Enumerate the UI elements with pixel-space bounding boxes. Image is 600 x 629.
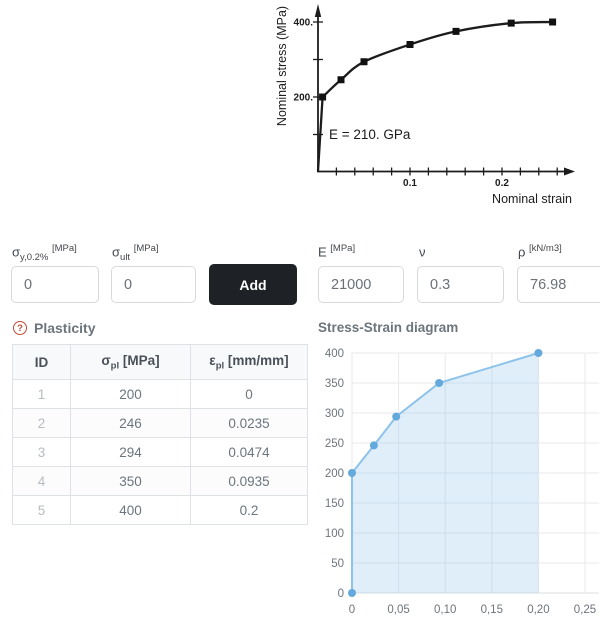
plasticity-cell-strain: 0 [190, 379, 308, 409]
plasticity-cell-stress: 400 [70, 495, 191, 525]
figure-xlabel: Nominal strain [492, 192, 572, 206]
plasticity-cell-id: 3 [12, 437, 71, 467]
help-icon[interactable]: ? [13, 321, 27, 335]
sigma-ult-label: σult [MPa] [112, 243, 159, 263]
plasticity-table: ID σpl [MPa] εpl [mm/mm] 1 200 0 2 246 0.0235 3 2… [12, 344, 308, 525]
plasticity-column-header: σpl [MPa] [70, 344, 191, 380]
chart-ytick-label: 200 [325, 468, 344, 480]
chart-xtick-label: 0,20 [527, 604, 549, 616]
chart-line [351, 352, 539, 593]
plasticity-cell-stress: 294 [70, 437, 191, 467]
chart-xtick-label: 0,25 [574, 604, 596, 616]
plasticity-column-header: ID [12, 344, 71, 380]
reference-figure-svg: Nominal stress (MPa) Nominal strain E = … [275, 4, 575, 206]
plasticity-table-row: 2 246 0.0235 [12, 408, 308, 438]
figure-ylabel: Nominal stress (MPa) [275, 6, 289, 126]
youngs-modulus-input[interactable] [318, 266, 404, 303]
plasticity-title: Plasticity [34, 320, 96, 336]
chart-point [435, 379, 444, 387]
figure-marker [337, 76, 345, 84]
chart-ytick-label: 350 [325, 378, 344, 390]
chart-point [534, 349, 543, 357]
plasticity-cell-id: 5 [12, 495, 71, 525]
plasticity-cell-id: 4 [12, 466, 71, 496]
poisson-ratio-input[interactable] [417, 266, 504, 303]
density-label: ρ [kN/m3] [518, 243, 562, 260]
plasticity-table-row: 4 350 0.0935 [12, 466, 308, 496]
plasticity-table-row: 1 200 0 [12, 379, 308, 409]
figure-ytick-label: 200. [294, 93, 314, 104]
chart-ytick-label: 300 [325, 408, 344, 420]
chart-ytick-label: 250 [325, 438, 344, 450]
add-button[interactable]: Add [209, 264, 297, 305]
chart-xtick-label: 0 [349, 604, 355, 616]
chart-point [369, 441, 378, 450]
stress-strain-chart-svg: 0 50 100 150 200 250 300 350 400 0 0,05 0,10 0,15 0,2… [325, 348, 599, 616]
figure-marker [452, 27, 460, 35]
chart-ytick-label: 400 [325, 348, 344, 360]
figure-xaxis-arrow [564, 167, 575, 176]
plasticity-cell-strain: 0.0935 [190, 466, 308, 496]
figure-curve [316, 20, 553, 172]
figure-ytick-label: 400. [294, 18, 314, 29]
plasticity-cell-strain: 0.0235 [190, 408, 308, 438]
plasticity-cell-strain: 0.0474 [190, 437, 308, 467]
chart-ytick-label: 50 [331, 558, 344, 570]
poisson-ratio-label: ν [419, 244, 426, 260]
plasticity-cell-stress: 200 [70, 379, 191, 409]
chart-ytick-label: 0 [338, 588, 344, 600]
plasticity-cell-stress: 246 [70, 408, 191, 438]
figure-xtick-label: 0.1 [403, 178, 417, 189]
chart-point [348, 469, 356, 477]
chart-area [352, 353, 539, 593]
density-input[interactable] [517, 266, 600, 303]
sigma-y02-label: σy,0.2% [MPa] [12, 243, 77, 263]
chart-xtick-label: 0,05 [387, 604, 409, 616]
figure-annotation: E = 210. GPa [329, 127, 411, 142]
plasticity-cell-stress: 350 [70, 466, 191, 496]
figure-marker [507, 19, 515, 27]
figure-marker [549, 18, 557, 26]
plasticity-cell-id: 2 [12, 408, 71, 438]
chart-xtick-label: 0,15 [481, 604, 503, 616]
sigma-y02-input[interactable] [11, 266, 99, 303]
chart-ytick-label: 100 [325, 528, 344, 540]
plasticity-cell-strain: 0.2 [190, 495, 308, 525]
plasticity-table-row: 5 400 0.2 [12, 495, 308, 525]
chart-point [392, 412, 401, 421]
plasticity-section-head: ? Plasticity [13, 320, 95, 336]
figure-axes [313, 4, 575, 176]
plasticity-column-header: εpl [mm/mm] [190, 344, 308, 380]
figure-marker [406, 41, 414, 48]
figure-marker [319, 93, 327, 101]
plasticity-table-row: 3 294 0.0474 [12, 437, 308, 467]
figure-yaxis-arrow [314, 4, 322, 17]
chart-ytick-label: 150 [325, 498, 344, 510]
chart-xtick-label: 0,10 [434, 604, 456, 616]
chart-title: Stress-Strain diagram [318, 320, 459, 335]
figure-xtick-label: 0.2 [495, 178, 509, 189]
plasticity-cell-id: 1 [12, 379, 71, 409]
figure-marker [360, 58, 368, 66]
sigma-ult-input[interactable] [111, 266, 196, 303]
youngs-modulus-label: E [MPa] [318, 243, 356, 260]
plasticity-table-head-row: ID σpl [MPa] εpl [mm/mm] [12, 344, 308, 380]
chart-point [348, 589, 356, 597]
plasticity-table-body: 1 200 0 2 246 0.0235 3 294 0.0474 4 350 0.0935 5 400 0… [12, 379, 308, 525]
